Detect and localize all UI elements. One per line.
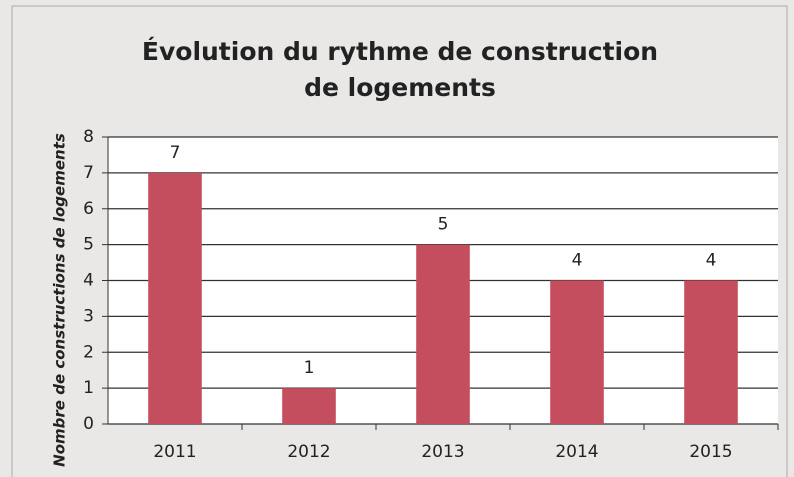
bar — [550, 280, 604, 424]
y-tick-label: 3 — [83, 306, 94, 326]
x-tick-label: 2015 — [689, 442, 732, 462]
data-label: 5 — [438, 215, 449, 235]
y-tick-label: 0 — [83, 414, 94, 434]
y-tick-label: 2 — [83, 342, 94, 362]
data-label: 4 — [706, 251, 717, 271]
data-label: 4 — [572, 251, 583, 271]
bar — [148, 172, 202, 424]
y-axis-label: Nombre de constructions de logements — [51, 133, 69, 467]
y-tick-label: 8 — [83, 127, 94, 147]
x-tick-label: 2012 — [287, 442, 330, 462]
y-tick-label: 5 — [83, 235, 94, 255]
x-tick-label: 2014 — [555, 442, 598, 462]
bar — [416, 244, 470, 424]
x-tick-label: 2011 — [153, 442, 196, 462]
data-label: 1 — [304, 358, 315, 378]
chart-title: Évolution du rythme de construction de l… — [141, 37, 659, 102]
x-tick-label: 2013 — [421, 442, 464, 462]
data-label: 7 — [170, 143, 181, 163]
y-tick-label: 7 — [83, 163, 94, 183]
y-tick-label: 4 — [83, 271, 94, 291]
y-tick-label: 6 — [83, 199, 94, 219]
bar — [684, 280, 738, 424]
bar — [282, 388, 336, 424]
y-tick-label: 1 — [83, 378, 94, 398]
